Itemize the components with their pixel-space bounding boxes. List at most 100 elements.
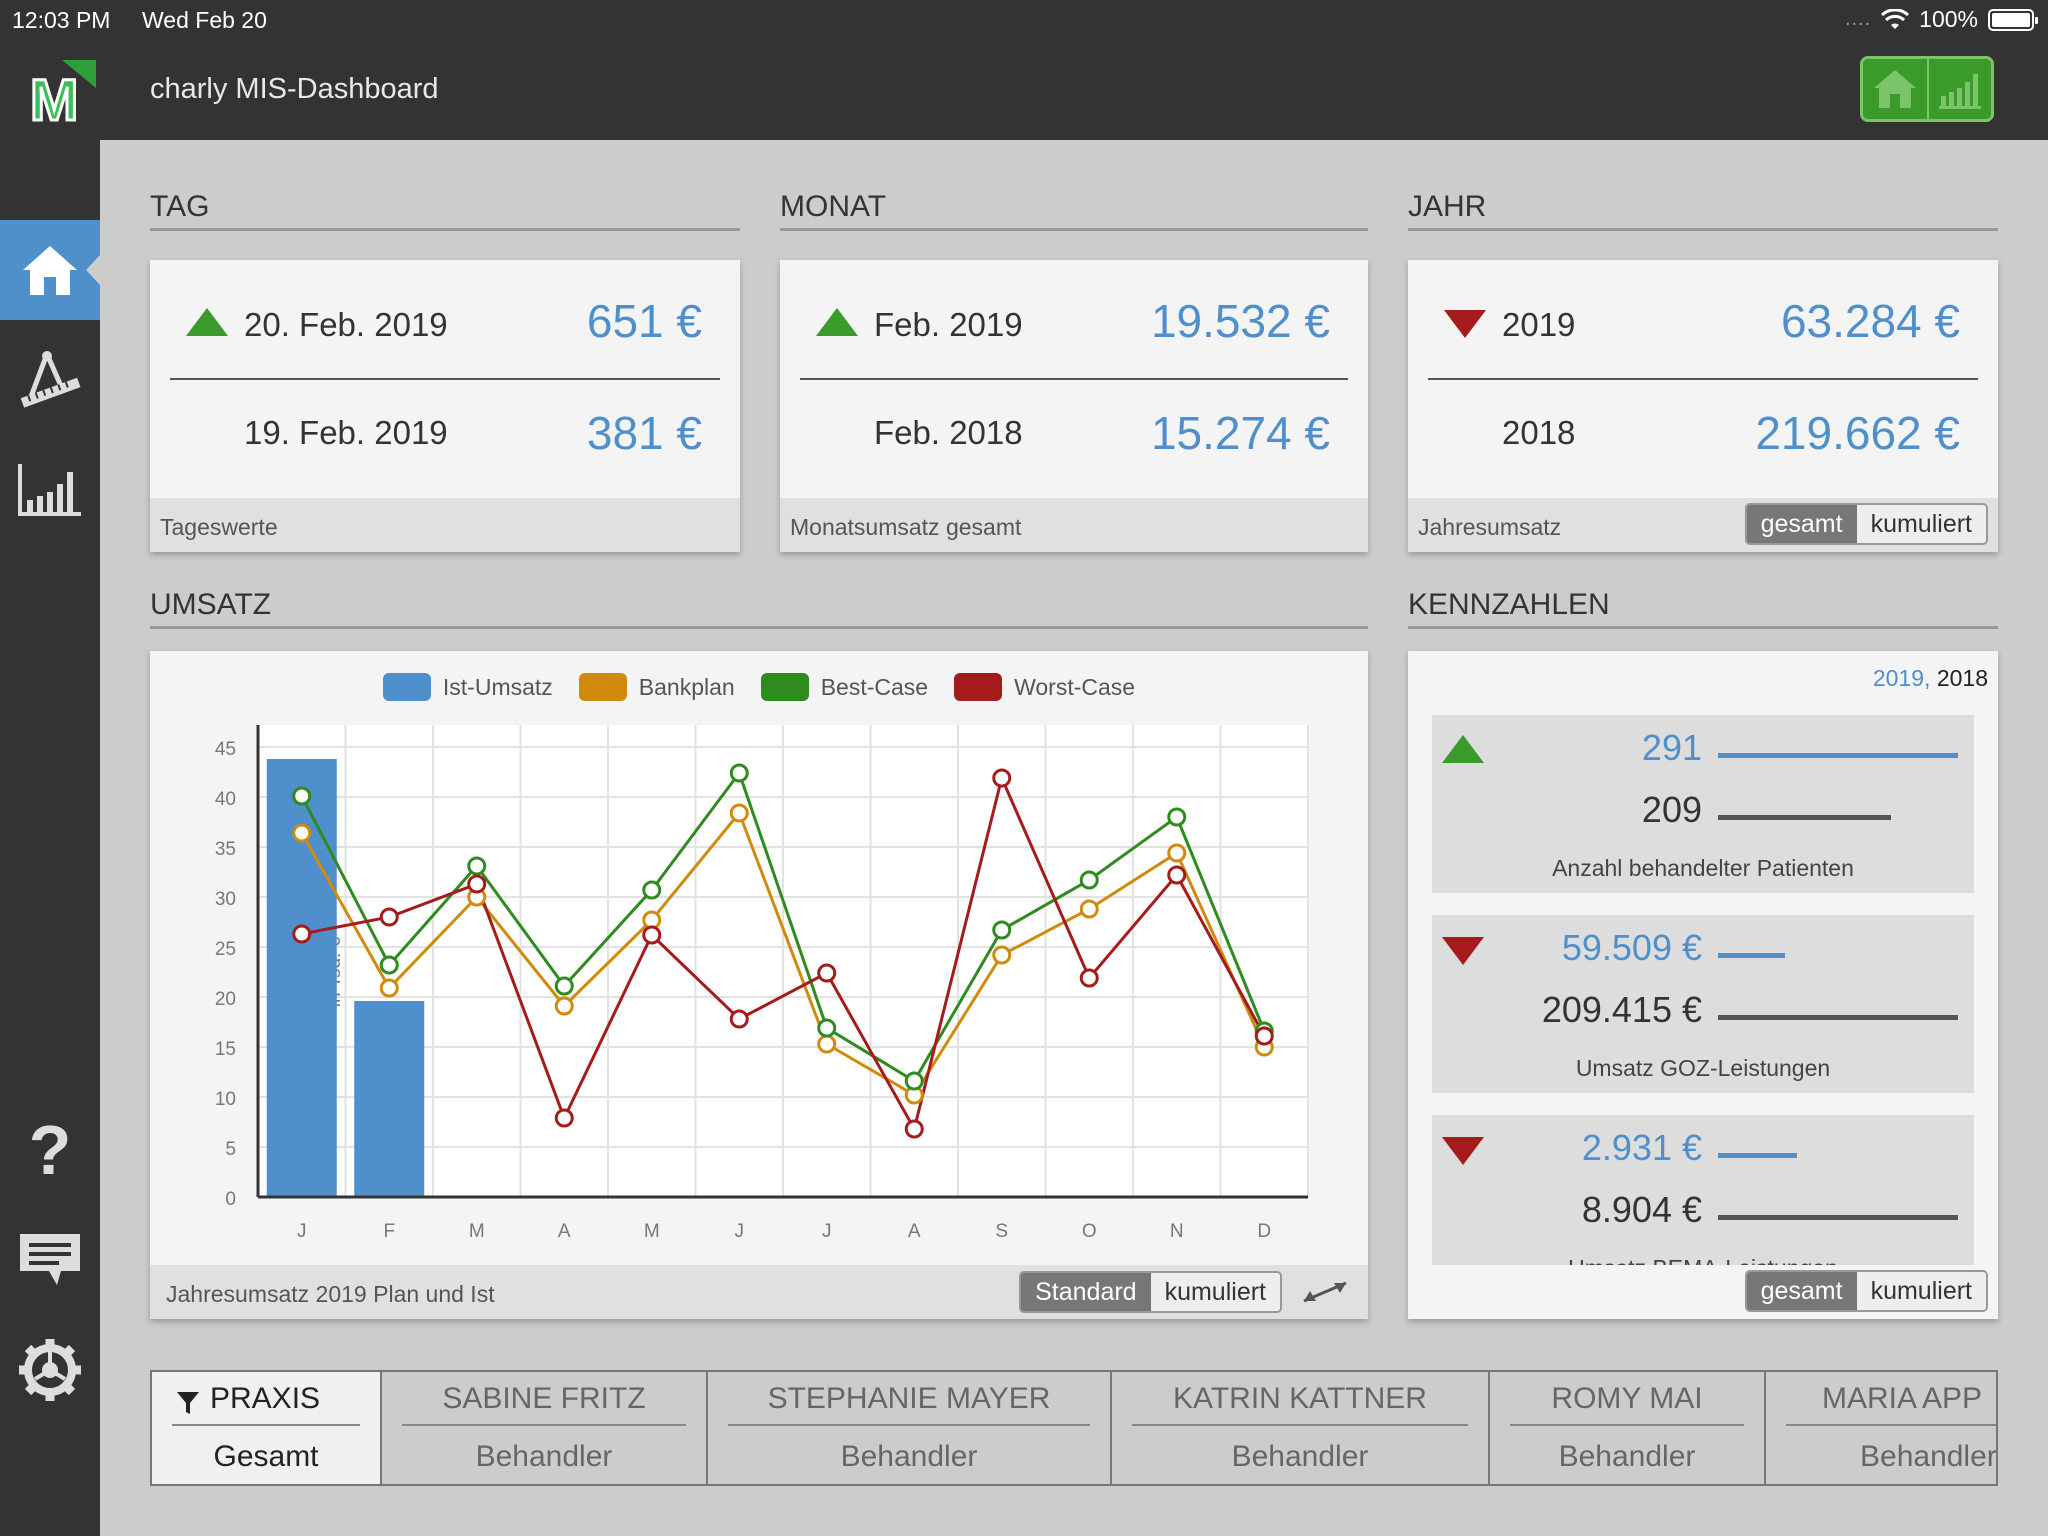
data-point-worst-case bbox=[992, 768, 1012, 788]
jahr-card[interactable]: 2019 63.284 € 2018 219.662 € Jahresumsat… bbox=[1408, 260, 1998, 552]
umsatz-footer-label: Jahresumsatz 2019 Plan und Ist bbox=[166, 1281, 495, 1307]
kennzahl-value-prev: 209.415 € bbox=[1541, 989, 1702, 1030]
series-line-best-case bbox=[300, 769, 1266, 1084]
jahr-footer: Jahresumsatz gesamt kumuliert bbox=[1408, 498, 1998, 552]
view-switcher bbox=[1860, 56, 1994, 122]
tab-katrin-kattner[interactable]: KATRIN KATTNER Behandler bbox=[1112, 1372, 1490, 1484]
jahr-current-label: 2019 bbox=[1502, 306, 1576, 343]
section-title-jahr: JAHR bbox=[1408, 190, 1998, 231]
sidebar-item-help[interactable]: ? bbox=[0, 1100, 100, 1200]
legend-label: Worst-Case bbox=[1014, 673, 1136, 700]
sidebar-item-tools[interactable] bbox=[0, 330, 100, 430]
tag-current-value: 651 € bbox=[586, 295, 702, 347]
tab-name: PRAXIS bbox=[172, 1382, 360, 1426]
trend-down-icon bbox=[1444, 310, 1486, 338]
legend-label: Ist-Umsatz bbox=[442, 673, 553, 700]
sidebar-item-settings[interactable] bbox=[0, 1320, 100, 1420]
x-tick-label: M bbox=[469, 1221, 485, 1242]
kennzahl-item[interactable]: 291 209 Anzahl behandelter Patienten bbox=[1432, 715, 1974, 893]
data-point-bankplan bbox=[992, 945, 1012, 965]
kennzahl-caption: Umsatz BEMA-Leistungen bbox=[1432, 1255, 1974, 1265]
legend-item-ist[interactable]: Ist-Umsatz bbox=[382, 673, 553, 701]
kennzahlen-card: 2019, 2018 291 209 Anzahl behandelter Pa… bbox=[1408, 651, 1998, 1319]
data-point-best-case bbox=[1167, 807, 1187, 827]
toggle-kumuliert[interactable]: kumuliert bbox=[1856, 505, 1986, 543]
expand-arrows-icon[interactable] bbox=[1298, 1279, 1352, 1305]
home-icon bbox=[23, 246, 77, 295]
help-icon: ? bbox=[28, 1111, 72, 1189]
data-point-worst-case bbox=[729, 1009, 749, 1029]
data-point-bankplan bbox=[1167, 843, 1187, 863]
tab-romy-mai[interactable]: ROMY MAI Behandler bbox=[1490, 1372, 1766, 1484]
sidebar-item-home[interactable] bbox=[0, 220, 100, 320]
x-tick-label: D bbox=[1257, 1221, 1271, 1242]
sidebar-item-statistics[interactable] bbox=[0, 440, 100, 540]
data-point-worst-case bbox=[554, 1108, 574, 1128]
kennzahlen-list[interactable]: 291 209 Anzahl behandelter Patienten 59.… bbox=[1408, 715, 1998, 1265]
divider bbox=[800, 378, 1348, 380]
tab-name: ROMY MAI bbox=[1510, 1382, 1744, 1426]
tab-stephanie-mayer[interactable]: STEPHANIE MAYER Behandler bbox=[708, 1372, 1112, 1484]
data-point-best-case bbox=[554, 976, 574, 996]
tag-footer-label: Tageswerte bbox=[160, 514, 278, 540]
tab-maria-app[interactable]: MARIA APP Behandler bbox=[1766, 1372, 1996, 1484]
x-tick-label: M bbox=[644, 1221, 660, 1242]
legend-label: Best-Case bbox=[820, 673, 929, 700]
legend-swatch bbox=[578, 673, 627, 701]
year-selector[interactable]: 2019, 2018 bbox=[1873, 665, 1988, 692]
toggle-gesamt[interactable]: gesamt bbox=[1746, 1272, 1857, 1310]
tag-card[interactable]: 20. Feb. 2019 651 € 19. Feb. 2019 381 € … bbox=[150, 260, 740, 552]
x-tick-label: J bbox=[297, 1221, 307, 1242]
tag-prev-row: 19. Feb. 2019 381 € bbox=[150, 384, 740, 494]
jahr-footer-label: Jahresumsatz bbox=[1418, 514, 1562, 540]
y-tick-label: 35 bbox=[215, 839, 236, 860]
year-current[interactable]: 2019 bbox=[1872, 665, 1925, 691]
legend-item-bankplan[interactable]: Bankplan bbox=[578, 673, 735, 701]
trend-down-icon bbox=[1442, 1137, 1484, 1165]
kennzahl-value-prev: 209 bbox=[1641, 789, 1702, 830]
legend-item-worst-case[interactable]: Worst-Case bbox=[954, 673, 1135, 701]
legend-swatch bbox=[954, 673, 1003, 701]
year-prev[interactable]: 2018 bbox=[1936, 665, 1988, 691]
status-time: 12:03 PM bbox=[12, 7, 111, 33]
jahr-current-value: 63.284 € bbox=[1780, 295, 1960, 347]
chart-view-button[interactable] bbox=[1927, 59, 1991, 119]
tab-name: SABINE FRITZ bbox=[402, 1382, 686, 1426]
battery-percent: 100% bbox=[1919, 6, 1978, 32]
tab-name-label: PRAXIS bbox=[210, 1382, 321, 1415]
data-point-bankplan bbox=[817, 1034, 837, 1054]
data-point-worst-case bbox=[1079, 968, 1099, 988]
kennzahlen-footer: gesamt kumuliert bbox=[1408, 1265, 1998, 1319]
data-point-worst-case bbox=[379, 907, 399, 927]
x-tick-label: A bbox=[558, 1221, 571, 1242]
kennzahl-caption: Anzahl behandelter Patienten bbox=[1552, 855, 1854, 881]
tab-sabine-fritz[interactable]: SABINE FRITZ Behandler bbox=[382, 1372, 708, 1484]
data-point-bankplan bbox=[554, 996, 574, 1016]
section-title-umsatz: UMSATZ bbox=[150, 588, 1368, 629]
section-title-tag: TAG bbox=[150, 190, 740, 231]
legend-swatch bbox=[760, 673, 809, 701]
legend-item-best-case[interactable]: Best-Case bbox=[760, 673, 929, 701]
kennzahl-value-prev: 8.904 € bbox=[1581, 1189, 1702, 1230]
status-right: .... 100% bbox=[1845, 6, 2038, 33]
sidebar-item-messages[interactable] bbox=[0, 1210, 100, 1310]
y-tick-label: 15 bbox=[215, 1039, 236, 1060]
kennzahl-item[interactable]: 59.509 € 209.415 € Umsatz GOZ-Leistungen bbox=[1432, 915, 1974, 1093]
home-view-button[interactable] bbox=[1863, 59, 1927, 119]
toggle-kumuliert[interactable]: kumuliert bbox=[1856, 1272, 1986, 1310]
tab-sub: Behandler bbox=[840, 1440, 978, 1473]
status-bar: 12:03 PM Wed Feb 20 .... 100% bbox=[0, 0, 2048, 40]
toggle-standard[interactable]: Standard bbox=[1021, 1273, 1151, 1311]
monat-prev-label: Feb. 2018 bbox=[874, 414, 1023, 451]
trend-down-icon bbox=[1442, 937, 1484, 965]
kennzahl-bar-current bbox=[1718, 953, 1785, 958]
toggle-kumuliert[interactable]: kumuliert bbox=[1150, 1273, 1280, 1311]
y-tick-label: 10 bbox=[215, 1089, 236, 1110]
toggle-gesamt[interactable]: gesamt bbox=[1746, 505, 1857, 543]
kennzahl-item[interactable]: 2.931 € 8.904 € Umsatz BEMA-Leistungen bbox=[1432, 1115, 1974, 1265]
umsatz-chart[interactable]: 051015202530354045JFMAMJJASONDin Tsd. € bbox=[150, 651, 1368, 1261]
jahr-mode-toggle: gesamt kumuliert bbox=[1744, 503, 1988, 545]
tab-praxis[interactable]: PRAXIS Gesamt bbox=[152, 1372, 382, 1484]
monat-card[interactable]: Feb. 2019 19.532 € Feb. 2018 15.274 € Mo… bbox=[780, 260, 1368, 552]
data-point-bankplan bbox=[729, 803, 749, 823]
